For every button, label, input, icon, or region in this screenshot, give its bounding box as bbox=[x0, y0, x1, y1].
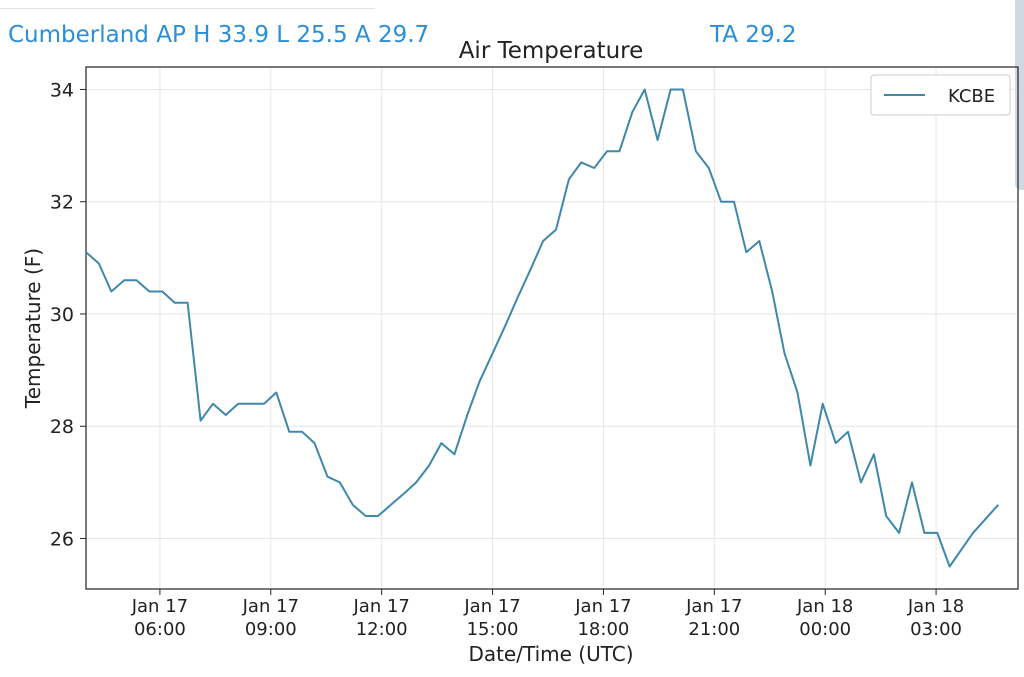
x-tick-label-date: Jan 17 bbox=[574, 596, 631, 617]
plot-frame bbox=[85, 66, 1019, 590]
x-tick-label-time: 18:00 bbox=[577, 619, 629, 640]
x-tick-label-time: 06:00 bbox=[134, 619, 186, 640]
y-tick-label: 28 bbox=[50, 416, 74, 438]
station-stats: Cumberland AP H 33.9 L 25.5 A 29.7 bbox=[8, 22, 430, 48]
legend-label-kcbe: KCBE bbox=[948, 86, 995, 107]
x-tick-label-date: Jan 18 bbox=[796, 596, 853, 617]
x-tick-label-date: Jan 17 bbox=[352, 596, 409, 617]
top-divider bbox=[0, 8, 375, 9]
scroll-edge-handle[interactable] bbox=[1015, 0, 1024, 190]
chart-title: Air Temperature bbox=[459, 38, 644, 64]
x-tick-label-time: 21:00 bbox=[688, 619, 740, 640]
y-tick-label: 32 bbox=[50, 192, 74, 214]
x-tick-label-date: Jan 17 bbox=[685, 596, 742, 617]
y-tick-label: 26 bbox=[50, 528, 74, 550]
x-tick-label-time: 09:00 bbox=[245, 619, 297, 640]
x-tick-label-time: 03:00 bbox=[910, 619, 962, 640]
legend: KCBE bbox=[870, 74, 1011, 116]
series-line-kcbe bbox=[85, 88, 1000, 568]
x-axis-label: Date/Time (UTC) bbox=[468, 642, 633, 666]
grid bbox=[86, 67, 1018, 589]
legend-box bbox=[870, 74, 1011, 116]
x-tick-label-time: 12:00 bbox=[356, 619, 408, 640]
y-tick-label: 30 bbox=[50, 304, 74, 326]
x-tick-label-date: Jan 17 bbox=[242, 596, 299, 617]
x-tick-label-date: Jan 17 bbox=[463, 596, 520, 617]
x-tick-label-date: Jan 18 bbox=[907, 596, 964, 617]
x-tick-label-time: 00:00 bbox=[799, 619, 851, 640]
y-axis-label: Temperature (F) bbox=[21, 248, 45, 409]
y-tick-label: 34 bbox=[50, 79, 74, 101]
x-tick-label-date: Jan 17 bbox=[131, 596, 188, 617]
average-temperature: TA 29.2 bbox=[710, 22, 797, 48]
x-tick-label-time: 15:00 bbox=[467, 619, 519, 640]
